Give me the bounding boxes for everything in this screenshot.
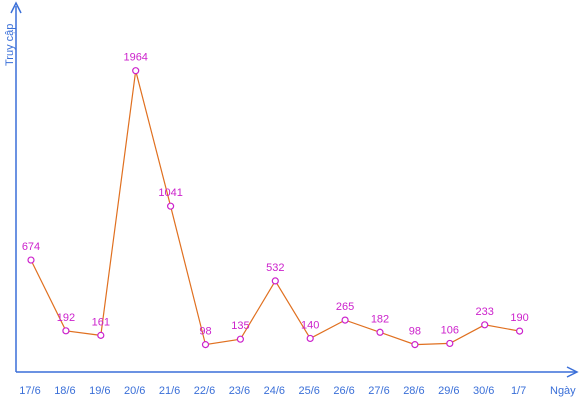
y-axis-arrow-icon	[10, 1, 22, 14]
x-tick-label: 24/6	[264, 385, 285, 397]
y-axis-title: Truy cập	[4, 24, 16, 66]
data-label: 1041	[158, 187, 182, 199]
data-point	[132, 67, 140, 75]
series-line	[30, 70, 520, 346]
data-point	[481, 321, 489, 329]
x-tick-label: 22/6	[194, 385, 215, 397]
data-label: 265	[336, 301, 354, 313]
data-point	[341, 316, 349, 324]
data-point	[271, 277, 279, 285]
x-axis-title: Ngày	[550, 385, 576, 397]
x-tick-label: 18/6	[54, 385, 75, 397]
x-tick-label: 21/6	[159, 385, 180, 397]
data-label: 135	[231, 320, 249, 332]
x-tick-label: 23/6	[229, 385, 250, 397]
x-tick-label: 30/6	[473, 385, 494, 397]
data-point	[97, 331, 105, 339]
data-point	[62, 327, 70, 335]
x-tick-labels: 17/6 18/6 19/6 20/6 21/6 22/6 23/6 24/6 25/6 26/6…	[19, 385, 526, 397]
data-label: 161	[92, 316, 110, 328]
data-label: 140	[301, 319, 319, 331]
data-label: 674	[22, 241, 40, 253]
x-tick-label: 27/6	[368, 385, 389, 397]
data-point	[167, 202, 175, 210]
data-point	[201, 341, 210, 349]
x-tick-label: 19/6	[89, 385, 110, 397]
series-group: 674 192 161 1964 1041 98 135 532 140 265 182 98 106 2…	[22, 52, 529, 349]
data-point	[27, 256, 35, 264]
data-point	[515, 327, 524, 335]
x-tick-label: 26/6	[333, 385, 354, 397]
data-label: 98	[409, 326, 421, 338]
data-point	[446, 339, 454, 348]
x-tick-label: 20/6	[124, 385, 145, 397]
x-tick-label: 1/7	[511, 385, 526, 397]
data-point	[411, 341, 419, 349]
data-point	[236, 335, 244, 343]
x-tick-label: 28/6	[403, 385, 424, 397]
data-label: 190	[510, 312, 528, 324]
data-point	[376, 328, 384, 336]
data-label: 233	[476, 306, 494, 318]
x-tick-label: 25/6	[298, 385, 319, 397]
x-tick-label: 17/6	[19, 385, 40, 397]
data-label: 1964	[123, 52, 147, 64]
data-label: 182	[371, 313, 389, 325]
data-label: 98	[199, 326, 211, 338]
data-label: 106	[441, 324, 459, 336]
data-label: 532	[266, 262, 284, 274]
x-tick-label: 29/6	[438, 385, 459, 397]
data-point	[306, 334, 314, 343]
x-axis-arrow-icon	[566, 366, 579, 378]
data-label: 192	[57, 312, 75, 324]
